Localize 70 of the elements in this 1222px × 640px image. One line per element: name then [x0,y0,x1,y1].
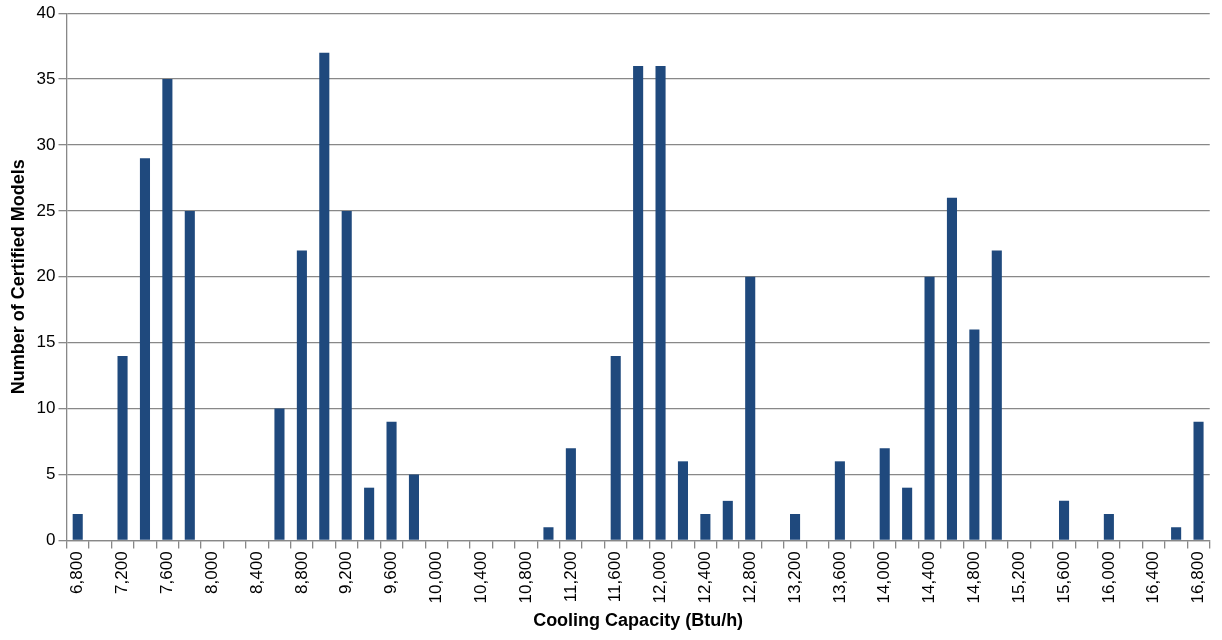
y-axis-title: Number of Certified Models [7,159,28,395]
y-tick-label: 35 [36,68,56,88]
x-tick-label: 14,000 [874,551,894,604]
x-tick-label: 7,600 [157,551,177,594]
x-tick-label: 13,600 [829,551,849,604]
bar [319,52,330,540]
x-tick-label: 7,200 [112,551,132,594]
bar [1103,514,1114,540]
bar [72,514,83,540]
y-tick-label: 15 [36,332,56,352]
bar [677,461,689,540]
x-axis-title: Cooling Capacity (Btu/h) [533,610,744,631]
x-tick-label: 16,000 [1098,551,1118,604]
bar [969,329,980,540]
x-tick-label: 12,000 [650,551,670,604]
x-tick-label: 10,400 [470,551,490,604]
x-tick-label: 12,800 [739,551,759,604]
bar [139,158,151,540]
x-tick-label: 14,400 [919,551,939,604]
bar [902,487,913,540]
bar [543,527,554,540]
bar [1059,500,1070,540]
x-tick-label: 13,200 [784,551,804,604]
bar [879,448,890,540]
y-tick-label: 40 [36,2,56,22]
x-tick-label: 14,800 [964,551,984,604]
bar [722,500,733,540]
bar [565,448,576,540]
y-tick-label: 30 [36,134,56,154]
y-tick-label: 25 [36,200,56,220]
bar [296,250,307,540]
x-tick-label: 8,800 [291,551,311,594]
bar [655,65,666,540]
bar [1171,527,1182,540]
x-tick-label: 9,600 [381,551,401,594]
bar [924,276,935,540]
y-tick-label: 20 [36,266,56,286]
bar [633,65,644,540]
y-tick-label: 10 [36,398,56,418]
bar [364,487,375,540]
x-tick-label: 10,800 [515,551,535,604]
bar [991,250,1002,540]
x-tick-label: 8,000 [201,551,221,594]
x-tick-label: 16,800 [1188,551,1208,604]
x-tick-label: 16,400 [1143,551,1163,604]
x-tick-label: 9,200 [336,551,356,594]
bar [274,408,285,540]
x-tick-label: 11,200 [560,551,580,603]
x-tick-label: 10,000 [426,551,446,604]
bar [946,197,957,540]
bar [408,474,420,540]
y-tick-label: 0 [46,530,56,550]
bar [700,514,711,540]
y-tick-label: 5 [46,464,56,484]
bar [1193,421,1204,540]
x-tick-label: 6,800 [67,551,87,594]
bar [834,461,845,540]
bar [386,421,397,540]
x-tick-label: 12,400 [695,551,715,604]
bar [610,355,621,540]
bar [184,210,195,540]
bar [745,276,756,540]
bar [790,514,801,540]
x-tick-label: 11,600 [605,551,625,603]
bar [162,79,173,540]
bar [341,210,352,540]
x-tick-label: 15,600 [1053,551,1073,604]
x-tick-label: 8,400 [246,551,266,594]
bar [117,355,128,540]
x-tick-label: 15,200 [1008,551,1028,604]
